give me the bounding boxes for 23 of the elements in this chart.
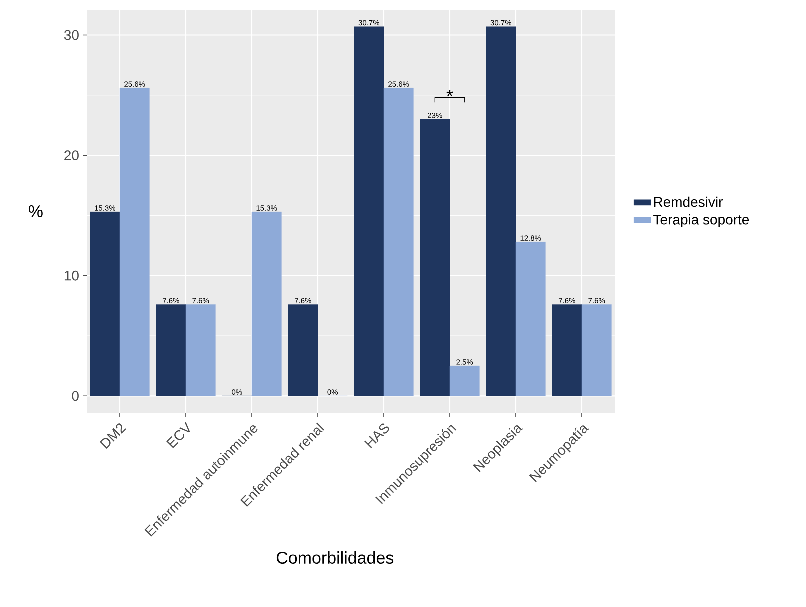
bar (120, 88, 150, 396)
y-tick-label: 20 (64, 150, 79, 161)
bar (582, 304, 612, 396)
bar (486, 26, 516, 396)
y-tick-label: 0 (72, 391, 79, 402)
legend-label: Terapia soporte (654, 214, 750, 228)
legend-label: Remdesivir (654, 196, 723, 208)
bar (186, 304, 216, 396)
bar (552, 304, 582, 396)
annotation: * (446, 90, 454, 96)
bar (354, 26, 384, 396)
y-axis-title: % (28, 206, 43, 218)
y-tick-label: 30 (64, 30, 79, 40)
bar (420, 119, 450, 396)
bar (288, 304, 318, 396)
bar (156, 304, 186, 396)
bar (90, 212, 120, 396)
bar (252, 212, 282, 396)
x-axis-title: Comorbilidades (276, 552, 394, 564)
bar (450, 366, 480, 396)
y-tick-label: 10 (64, 270, 79, 281)
bar (384, 88, 414, 396)
bar (516, 242, 546, 396)
